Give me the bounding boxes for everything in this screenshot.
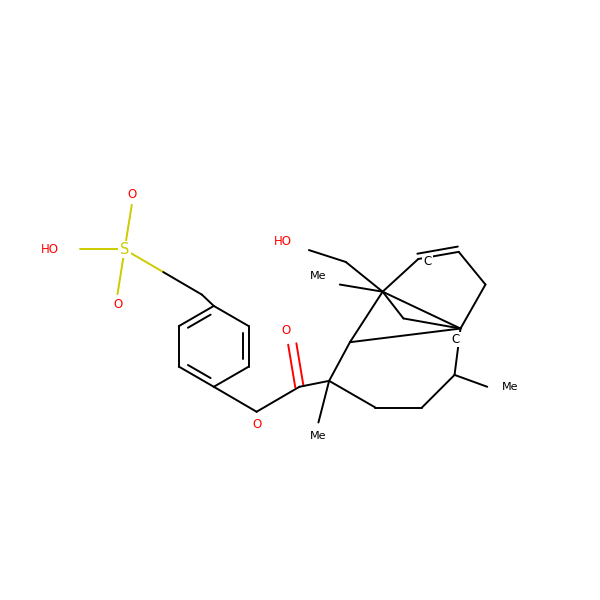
Text: S: S: [120, 242, 130, 257]
Text: O: O: [127, 188, 136, 200]
Text: HO: HO: [41, 243, 59, 256]
Text: Me: Me: [502, 382, 518, 392]
Text: Me: Me: [310, 271, 327, 281]
Text: O: O: [113, 298, 122, 311]
Text: HO: HO: [274, 235, 292, 248]
Text: O: O: [282, 325, 291, 337]
Text: O: O: [252, 418, 261, 431]
Text: Me: Me: [310, 431, 326, 440]
Text: C: C: [452, 333, 460, 346]
Text: C: C: [423, 256, 431, 268]
